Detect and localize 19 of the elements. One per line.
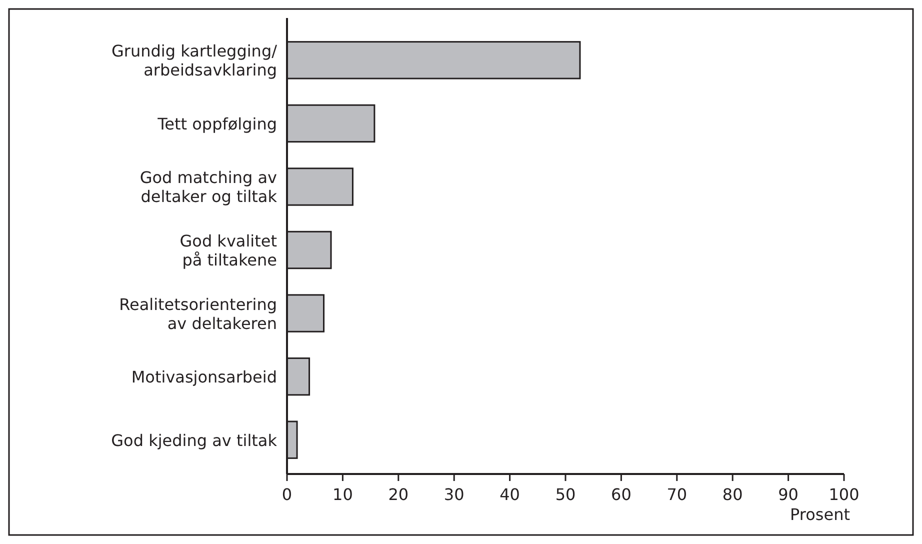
x-tick-label: 70 bbox=[666, 485, 688, 504]
x-tick-label: 30 bbox=[444, 485, 464, 504]
x-tick-label: 80 bbox=[722, 485, 743, 504]
y-tick-label: Realitetsorientering av deltakeren bbox=[119, 294, 277, 333]
x-tick-label: 20 bbox=[388, 485, 409, 504]
y-tick-label: God kjeding av tiltak bbox=[111, 430, 278, 450]
y-tick-label: God matching av deltaker og tiltak bbox=[140, 168, 278, 206]
x-tick-label: 60 bbox=[611, 485, 632, 504]
x-axis-title: Prosent bbox=[790, 505, 850, 524]
y-tick-label: God kvalitet på tiltakene bbox=[180, 232, 277, 270]
y-tick-label: Tett oppfølging bbox=[156, 114, 277, 134]
x-tick-label: 10 bbox=[332, 485, 353, 504]
x-tick-label: 0 bbox=[282, 485, 292, 504]
x-tick-label: 50 bbox=[555, 485, 576, 504]
x-tick-label: 40 bbox=[500, 485, 520, 504]
x-tick-label: 100 bbox=[828, 485, 860, 504]
y-tick-label: Grundig kartlegging/ arbeidsavklaring bbox=[112, 42, 278, 80]
x-tick-label: 90 bbox=[778, 485, 798, 504]
y-tick-label: Motivasjonsarbeid bbox=[131, 368, 277, 387]
